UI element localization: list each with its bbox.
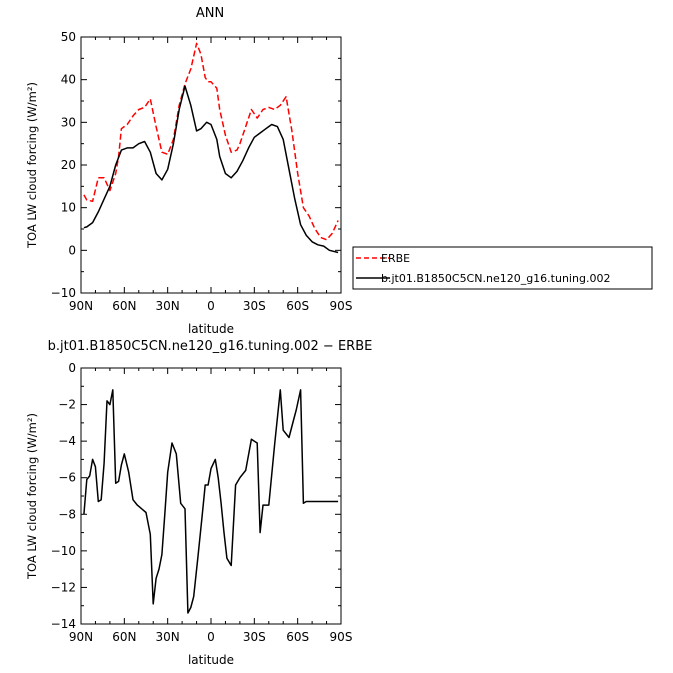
top-series-line-0 [83,42,339,241]
top-x-tick-label: 30S [243,299,266,313]
bottom-x-tick-label: 30S [243,630,266,644]
bottom-x-tick-label: 30N [156,630,180,644]
bottom-y-axis-label: TOA LW cloud forcing (W/m²) [25,413,39,580]
top-legend: ERBE b.jt01.B1850C5CN.ne120_g16.tuning.0… [352,246,653,290]
bottom-x-tick-label: 90N [69,630,93,644]
bottom-x-tick-label: 0 [207,630,215,644]
bottom-y-tick-label: −2 [58,398,76,412]
top-chart-title: ANN [196,6,224,21]
top-x-tick-label: 0 [207,299,215,313]
bottom-y-tick-label: −12 [51,580,76,594]
bottom-y-tick-label: −10 [51,544,76,558]
bottom-x-axis-label: latitude [188,653,234,667]
bottom-chart-title: b.jt01.B1850C5CN.ne120_g16.tuning.002 − … [48,339,373,354]
bottom-y-tick-label: −14 [51,617,76,631]
legend-box [352,246,653,290]
bottom-y-tick-label: −4 [58,434,76,448]
top-plot-frame [80,36,342,294]
bottom-x-tick-label: 60S [286,630,309,644]
bottom-x-tick-label: 60N [112,630,136,644]
bottom-series-line-0 [83,389,339,614]
bottom-x-tick-label: 90S [330,630,353,644]
top-panel: ANN 90N 60N 30N 0 30S 60S 90S −10 0 10 20 30 40 50 TO… [25,6,653,336]
top-y-tick-label: 30 [61,115,76,129]
bottom-y-tick-label: −6 [58,471,76,485]
top-y-tick-label: 20 [61,158,76,172]
top-x-tick-label: 60N [112,299,136,313]
top-plot-layer: 90N 60N 30N 0 30S 60S 90S −10 0 10 20 30 40 50 [51,30,353,313]
top-y-axis-label: TOA LW cloud forcing (W/m²) [25,82,39,249]
top-x-tick-label: 60S [286,299,309,313]
top-y-tick-label: 10 [61,201,76,215]
top-x-axis-label: latitude [188,322,234,336]
bottom-panel: b.jt01.B1850C5CN.ne120_g16.tuning.002 − … [25,339,372,667]
top-x-tick-label: 90N [69,299,93,313]
bottom-y-tick-label: 0 [68,361,76,375]
top-y-tick-label: 40 [61,73,76,87]
top-y-tick-label: −10 [51,286,76,300]
top-y-tick-label: 50 [61,30,76,44]
top-series-line-1 [83,85,339,254]
bottom-y-tick-label: −8 [58,507,76,521]
bottom-plot-frame [80,367,342,625]
legend-label-model: b.jt01.B1850C5CN.ne120_g16.tuning.002 [381,272,610,285]
top-y-tick-label: 0 [68,243,76,257]
top-x-tick-label: 90S [330,299,353,313]
legend-label-erbe: ERBE [381,252,410,265]
top-x-tick-label: 30N [156,299,180,313]
bottom-plot-layer: 90N 60N 30N 0 30S 60S 90S −14 −12 −10 −8 −6 −4 −2 0 [51,361,353,644]
